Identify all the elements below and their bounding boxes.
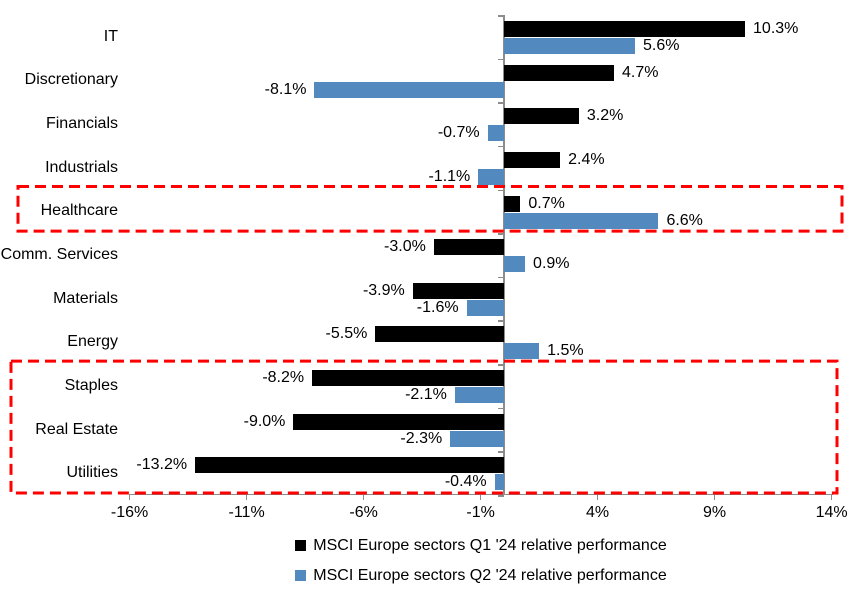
category-label-discretionary: Discretionary <box>24 71 118 89</box>
category-label-energy: Energy <box>67 333 118 351</box>
y-axis-tick <box>498 58 504 61</box>
value-label: 1.5% <box>547 342 584 360</box>
bar-q2-materials <box>466 299 504 316</box>
value-label: -0.7% <box>437 124 480 142</box>
value-label: -1.6% <box>416 298 459 316</box>
value-label: -1.1% <box>428 167 471 185</box>
x-tick-label: 14% <box>815 504 848 521</box>
y-axis-tick <box>498 364 504 366</box>
value-label: 4.7% <box>621 63 659 81</box>
bar-q2-industrials <box>478 168 504 185</box>
category-label-real-estate: Real Estate <box>35 420 118 438</box>
category-label-comm-services: Comm. Services <box>0 246 118 263</box>
x-tick-label: -1% <box>466 504 495 521</box>
x-tick-label: -16% <box>110 504 149 521</box>
value-label: 0.7% <box>528 194 565 212</box>
value-label: -9.0% <box>243 412 286 430</box>
value-label: -8.1% <box>264 80 307 98</box>
value-label: -0.4% <box>444 473 487 491</box>
x-axis-tick <box>362 494 365 500</box>
bar-q1-discretionary <box>504 64 614 81</box>
legend-swatch-q2-icon <box>295 570 307 581</box>
bar-q1-comm-services <box>433 239 504 256</box>
bar-q1-industrials <box>504 151 561 168</box>
x-axis-tick <box>245 494 248 500</box>
y-axis-tick <box>498 102 504 104</box>
x-tick-label: 9% <box>703 504 727 521</box>
bar-q2-healthcare <box>504 212 659 229</box>
value-label: -3.9% <box>362 281 405 299</box>
bar-q1-it <box>504 21 746 37</box>
value-label: -8.2% <box>262 369 305 387</box>
value-label: 10.3% <box>753 20 799 37</box>
x-tick-label: -6% <box>349 504 378 521</box>
bar-q2-financials <box>487 125 504 142</box>
y-axis-tick <box>498 407 504 410</box>
y-axis-tick <box>498 451 504 453</box>
value-label: 0.9% <box>533 255 570 273</box>
x-axis-tick <box>128 494 131 500</box>
bar-q2-real-estate <box>450 430 504 447</box>
value-label: 2.4% <box>568 150 605 168</box>
bar-q1-utilities <box>195 457 504 474</box>
bar-q1-real-estate <box>293 413 504 430</box>
x-tick-label: -11% <box>228 504 265 521</box>
y-axis-line <box>503 15 505 495</box>
category-label-healthcare: Healthcare <box>40 202 118 220</box>
legend: MSCI Europe sectors Q1 '24 relative perf… <box>110 536 852 585</box>
value-label: -2.3% <box>400 429 443 447</box>
y-axis-tick <box>498 145 504 148</box>
bar-q1-staples <box>312 370 504 387</box>
healthcare-box-highlight <box>16 185 844 233</box>
x-axis-tick <box>713 494 716 500</box>
bar-q2-discretionary <box>314 81 504 98</box>
y-axis-tick <box>498 15 504 17</box>
value-label: -13.2% <box>136 456 188 474</box>
category-label-industrials: Industrials <box>45 158 118 176</box>
category-label-it: IT <box>103 27 118 45</box>
y-axis-tick <box>498 276 504 279</box>
category-label-materials: Materials <box>53 289 118 307</box>
bar-q2-comm-services <box>504 256 526 273</box>
value-label: 5.6% <box>643 37 680 54</box>
bar-q2-it <box>504 38 636 54</box>
bar-q1-energy <box>375 326 504 343</box>
x-axis-tick <box>479 494 482 500</box>
y-axis-tick <box>498 495 504 497</box>
category-label-staples: Staples <box>64 376 118 394</box>
bar-q2-staples <box>454 387 504 404</box>
category-label-utilities: Utilities <box>66 464 118 482</box>
value-label: 3.2% <box>586 107 624 125</box>
y-axis-tick <box>498 233 504 235</box>
value-label: -5.5% <box>325 325 368 343</box>
legend-item-q1: MSCI Europe sectors Q1 '24 relative perf… <box>295 536 667 555</box>
category-label-financials: Financials <box>45 115 118 133</box>
bar-q2-energy <box>504 343 540 360</box>
legend-label-q2: MSCI Europe sectors Q2 '24 relative perf… <box>313 567 667 584</box>
legend-swatch-q1-icon <box>295 540 307 551</box>
value-label: -2.1% <box>405 386 447 404</box>
x-axis-tick <box>596 494 599 500</box>
x-tick-label: 4% <box>586 504 610 521</box>
value-label: 6.6% <box>666 211 703 229</box>
legend-item-q2: MSCI Europe sectors Q2 '24 relative perf… <box>295 566 667 585</box>
legend-label-q1: MSCI Europe sectors Q1 '24 relative perf… <box>313 537 667 554</box>
bar-q1-financials <box>504 108 579 125</box>
value-label: -3.0% <box>384 238 426 256</box>
bar-q1-materials <box>412 282 504 299</box>
y-axis-tick <box>498 189 504 192</box>
y-axis-tick <box>498 320 504 322</box>
x-axis-tick <box>830 494 833 500</box>
bar-q2-utilities <box>494 474 504 491</box>
bar-q1-healthcare <box>504 195 521 212</box>
